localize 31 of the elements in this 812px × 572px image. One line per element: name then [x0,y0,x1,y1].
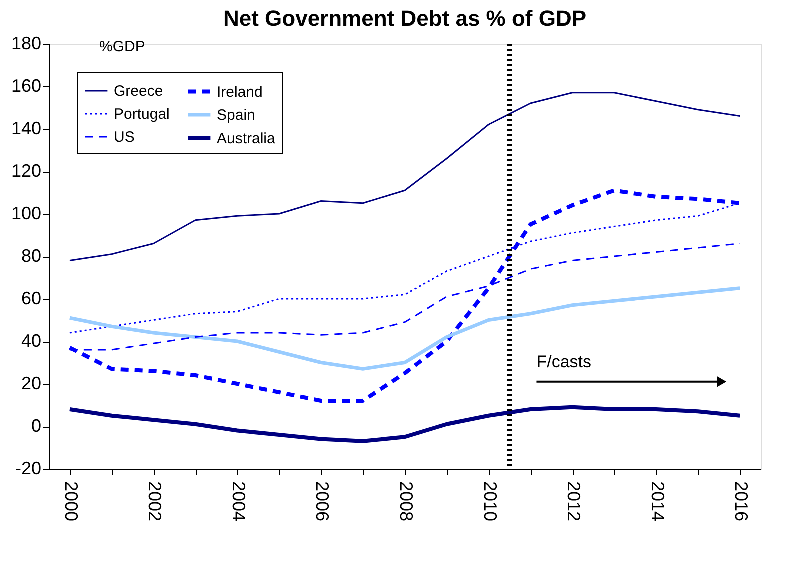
x-tick-label: 2006 [312,482,333,522]
y-tick-label: 20 [21,374,42,394]
x-tick-label: 2014 [648,482,668,522]
y-tick-label: 180 [11,34,42,54]
y-tick-label: 0 [31,416,42,436]
x-tick-label: 2010 [480,482,500,522]
legend-label: Ireland [217,84,263,101]
y-tick-label: -20 [15,458,42,478]
x-tick-label: 2004 [228,482,249,522]
y-tick-label: 100 [11,204,42,224]
x-tick-label: 2012 [564,482,584,522]
legend-label: Spain [217,107,256,124]
x-tick-label: 2002 [145,482,166,522]
legend-label: Australia [217,130,276,148]
y-tick-label: 140 [11,118,42,138]
annotation: F/casts [536,352,592,372]
x-tick-label: 2008 [396,482,416,522]
legend-label: Greece [114,83,164,100]
x-tick-label: 2016 [732,482,752,522]
x-tick-label: 2000 [61,482,82,522]
y-tick-label: 60 [21,288,42,308]
y-axis-title: %GDP [100,38,146,56]
chart-title: Net Government Debt as % of GDP [223,6,587,31]
line-series [68,286,742,371]
y-tick-label: 40 [21,331,42,351]
legend-label: Portugal [114,106,170,123]
legend-label: US [114,129,135,146]
y-tick-label: 160 [11,76,42,96]
y-tick-label: 80 [21,246,42,266]
line-series [68,405,742,444]
y-tick-label: 120 [11,161,42,181]
